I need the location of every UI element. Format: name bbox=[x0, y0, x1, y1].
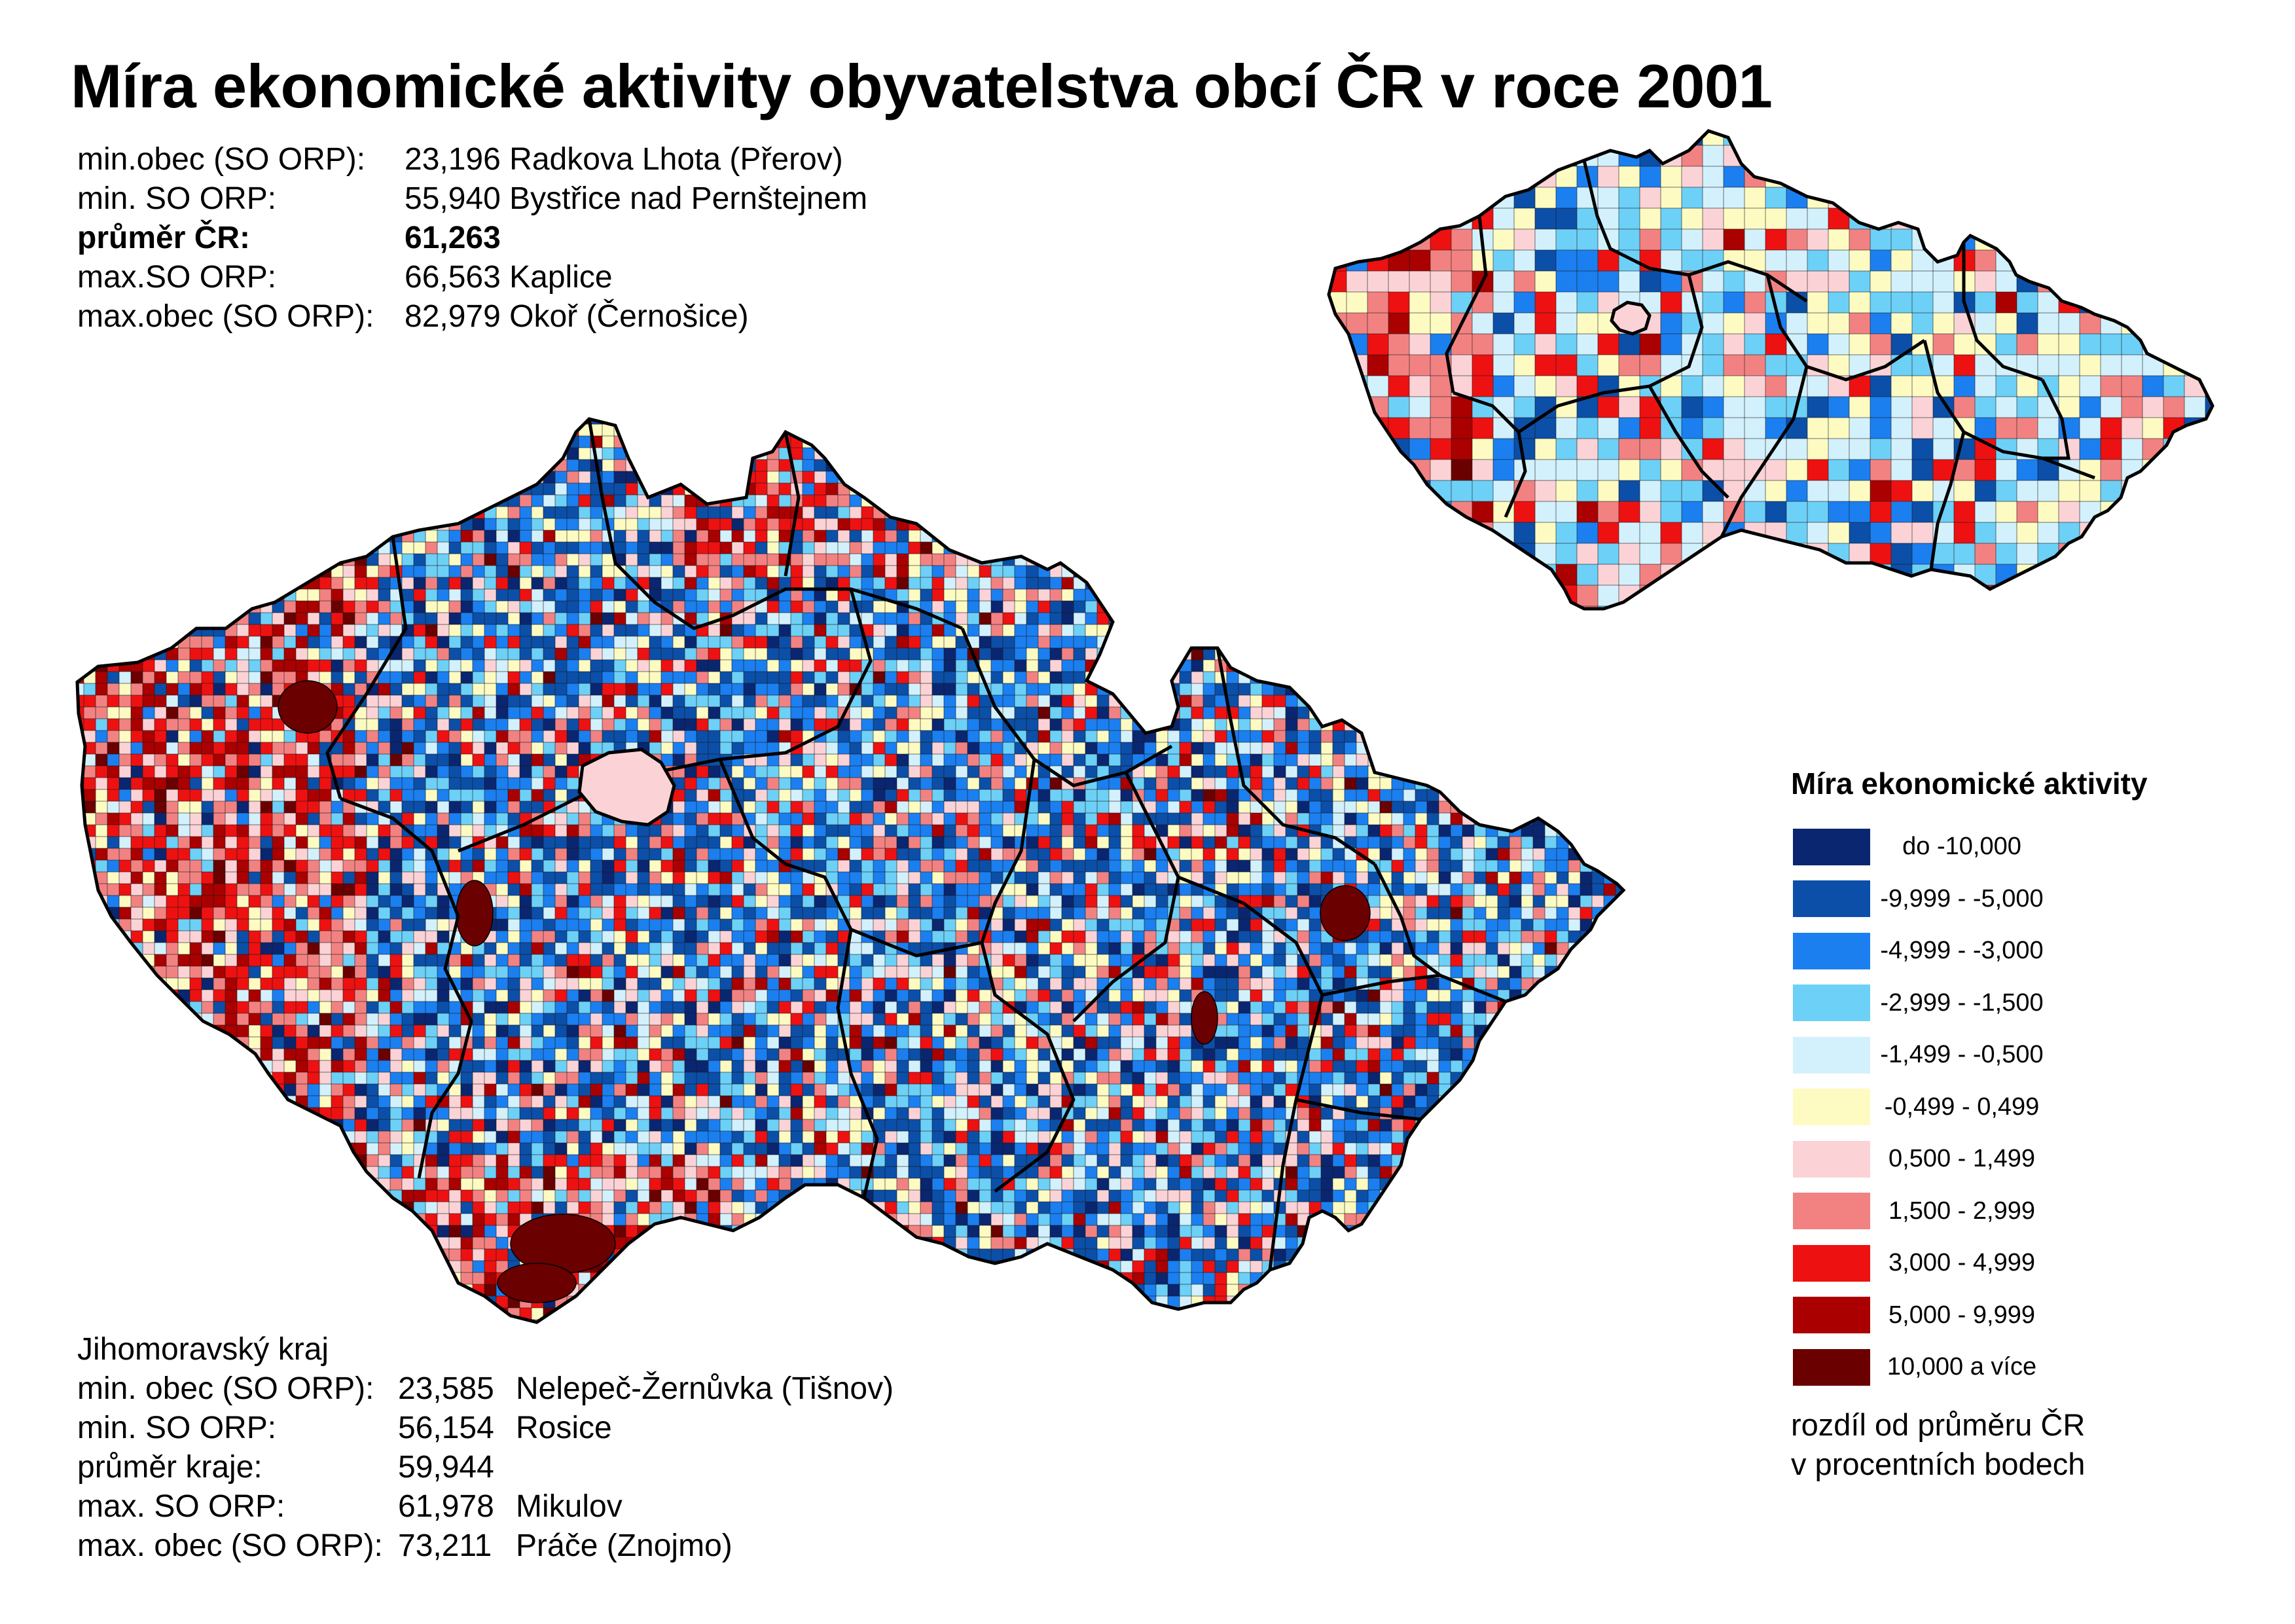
legend-label: 10,000 a více bbox=[1887, 1353, 2037, 1381]
stats-label: max.SO ORP: bbox=[77, 260, 277, 295]
legend-note: rozdíl od průměru ČR v procentních bodec… bbox=[1791, 1405, 2148, 1484]
stats-value: 23,196 Radkova Lhota (Přerov) bbox=[405, 142, 843, 177]
region-stats-value: 23,585 bbox=[398, 1371, 494, 1406]
legend-item: -2,999 - -1,500 bbox=[1791, 977, 2148, 1030]
region-stats-place: Nelepeč-Žernůvka (Tišnov) bbox=[516, 1371, 894, 1406]
regional-statistics: Jihomoravský kraj min. obec (SO ORP): 23,… bbox=[77, 1330, 894, 1566]
region-stats-place: Rosice bbox=[516, 1411, 612, 1445]
legend-note-line: rozdíl od průměru ČR bbox=[1791, 1407, 2086, 1442]
legend-label: do -10,000 bbox=[1902, 833, 2021, 861]
legend-item: 10,000 a více bbox=[1791, 1341, 2148, 1394]
legend-swatch bbox=[1793, 828, 1870, 865]
legend-swatch bbox=[1793, 880, 1870, 918]
region-stats-value: 61,978 bbox=[398, 1489, 494, 1524]
stats-value: 55,940 Bystřice nad Pernštejnem bbox=[405, 181, 868, 216]
stats-row: průměr ČR: 61,263 bbox=[77, 219, 867, 258]
region-stats-row: max. SO ORP: 61,978 Mikulov bbox=[77, 1487, 894, 1526]
region-stats-label: průměr kraje: bbox=[77, 1450, 262, 1485]
legend-swatch bbox=[1793, 984, 1870, 1022]
legend-swatch bbox=[1793, 1036, 1870, 1074]
stats-value: 61,263 bbox=[405, 221, 501, 255]
region-stats-label: max. obec (SO ORP): bbox=[77, 1528, 383, 1563]
legend-label: 5,000 - 9,999 bbox=[1888, 1301, 2035, 1329]
legend-label: -4,999 - -3,000 bbox=[1880, 937, 2044, 965]
legend-label: -1,499 - -0,500 bbox=[1880, 1041, 2044, 1069]
legend-item: 1,500 - 2,999 bbox=[1791, 1185, 2148, 1238]
region-stats-row: průměr kraje: 59,944 bbox=[77, 1448, 894, 1487]
region-stats-place: Mikulov bbox=[516, 1489, 623, 1524]
legend-label: -9,999 - -5,000 bbox=[1880, 884, 2044, 912]
legend-item: 5,000 - 9,999 bbox=[1791, 1290, 2148, 1342]
legend: Míra ekonomické aktivity do -10,000 -9,99… bbox=[1791, 766, 2148, 1484]
stats-label: průměr ČR: bbox=[77, 221, 251, 255]
legend-label: -0,499 - 0,499 bbox=[1884, 1092, 2040, 1121]
legend-title: Míra ekonomické aktivity bbox=[1791, 767, 2148, 801]
national-statistics: min.obec (SO ORP): 23,196 Radkova Lhota (… bbox=[77, 140, 867, 336]
stats-row: min.obec (SO ORP): 23,196 Radkova Lhota (… bbox=[77, 140, 867, 179]
region-stats-row: max. obec (SO ORP): 73,211 Práče (Znojmo) bbox=[77, 1526, 894, 1566]
map-title: Míra ekonomické aktivity obyvatelstva ob… bbox=[71, 52, 1773, 120]
legend-item: 3,000 - 4,999 bbox=[1791, 1237, 2148, 1290]
legend-swatch bbox=[1793, 1348, 1870, 1386]
region-stats-label: max. SO ORP: bbox=[77, 1489, 285, 1524]
legend-label: -2,999 - -1,500 bbox=[1880, 988, 2044, 1017]
legend-note-line: v procentních bodech bbox=[1791, 1446, 2086, 1481]
prague-highlight bbox=[577, 748, 676, 827]
region-stats-label: min. obec (SO ORP): bbox=[77, 1371, 374, 1406]
stats-row: max.SO ORP: 66,563 Kaplice bbox=[77, 258, 867, 297]
stats-label: min.obec (SO ORP): bbox=[77, 142, 366, 177]
legend-item: -0,499 - 0,499 bbox=[1791, 1081, 2148, 1134]
stats-value: 66,563 Kaplice bbox=[405, 260, 613, 295]
municipality-choropleth-map bbox=[72, 412, 1640, 1332]
region-stats-value: 59,944 bbox=[398, 1450, 494, 1485]
legend-item: -4,999 - -3,000 bbox=[1791, 925, 2148, 977]
region-stats-place: Práče (Znojmo) bbox=[516, 1528, 732, 1563]
region-stats-row: min. SO ORP: 56,154 Rosice bbox=[77, 1409, 894, 1448]
legend-swatch bbox=[1793, 1193, 1870, 1230]
legend-item: do -10,000 bbox=[1791, 821, 2148, 873]
legend-swatch bbox=[1793, 932, 1870, 969]
legend-swatch bbox=[1793, 1244, 1870, 1282]
legend-item: -9,999 - -5,000 bbox=[1791, 873, 2148, 926]
legend-item: 0,500 - 1,499 bbox=[1791, 1133, 2148, 1185]
legend-swatch bbox=[1793, 1297, 1870, 1334]
legend-swatch bbox=[1793, 1089, 1870, 1126]
region-stats-value: 73,211 bbox=[398, 1528, 492, 1563]
region-stats-label: min. SO ORP: bbox=[77, 1411, 277, 1445]
stats-row: min. SO ORP: 55,940 Bystřice nad Pernštej… bbox=[77, 179, 867, 219]
legend-label: 3,000 - 4,999 bbox=[1888, 1249, 2035, 1277]
administrative-districts-overview-map bbox=[1326, 124, 2227, 628]
region-stats-row: min. obec (SO ORP): 23,585 Nelepeč-Žernůvk… bbox=[77, 1369, 894, 1409]
region-name: Jihomoravský kraj bbox=[77, 1332, 329, 1367]
region-borders bbox=[325, 419, 1506, 1271]
legend-label: 1,500 - 2,999 bbox=[1888, 1197, 2035, 1225]
stats-label: min. SO ORP: bbox=[77, 181, 277, 216]
stats-label: max.obec (SO ORP): bbox=[77, 299, 374, 334]
legend-label: 0,500 - 1,499 bbox=[1888, 1145, 2035, 1173]
stats-row: max.obec (SO ORP): 82,979 Okoř (Černošice… bbox=[77, 297, 867, 336]
region-stats-value: 56,154 bbox=[398, 1411, 494, 1445]
stats-value: 82,979 Okoř (Černošice) bbox=[405, 299, 749, 334]
legend-item: -1,499 - -0,500 bbox=[1791, 1029, 2148, 1081]
legend-swatch bbox=[1793, 1140, 1870, 1178]
